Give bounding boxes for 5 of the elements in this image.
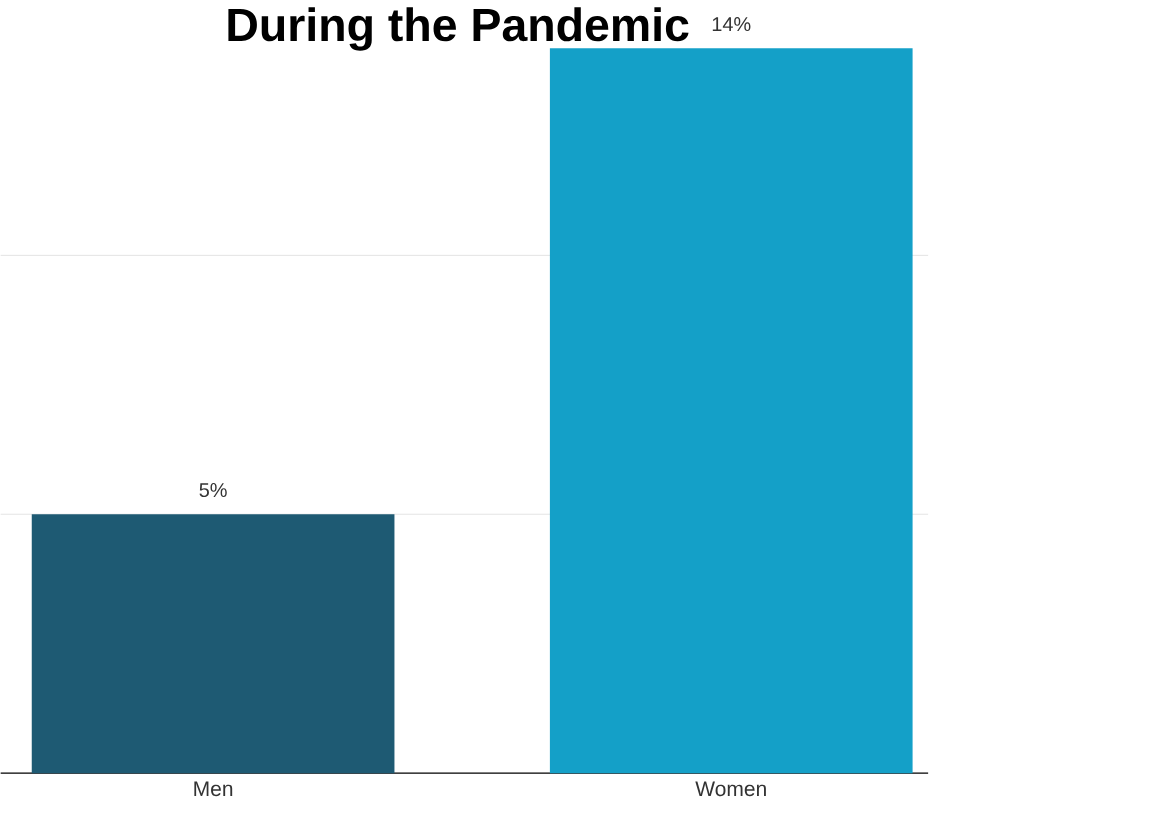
x-tick-label: Women: [695, 781, 766, 797]
data-label: 5%: [199, 483, 227, 498]
x-tick-label: Men: [194, 781, 233, 797]
chart-title: During the Pandemic: [228, 7, 689, 51]
data-label: 14%: [712, 17, 751, 32]
